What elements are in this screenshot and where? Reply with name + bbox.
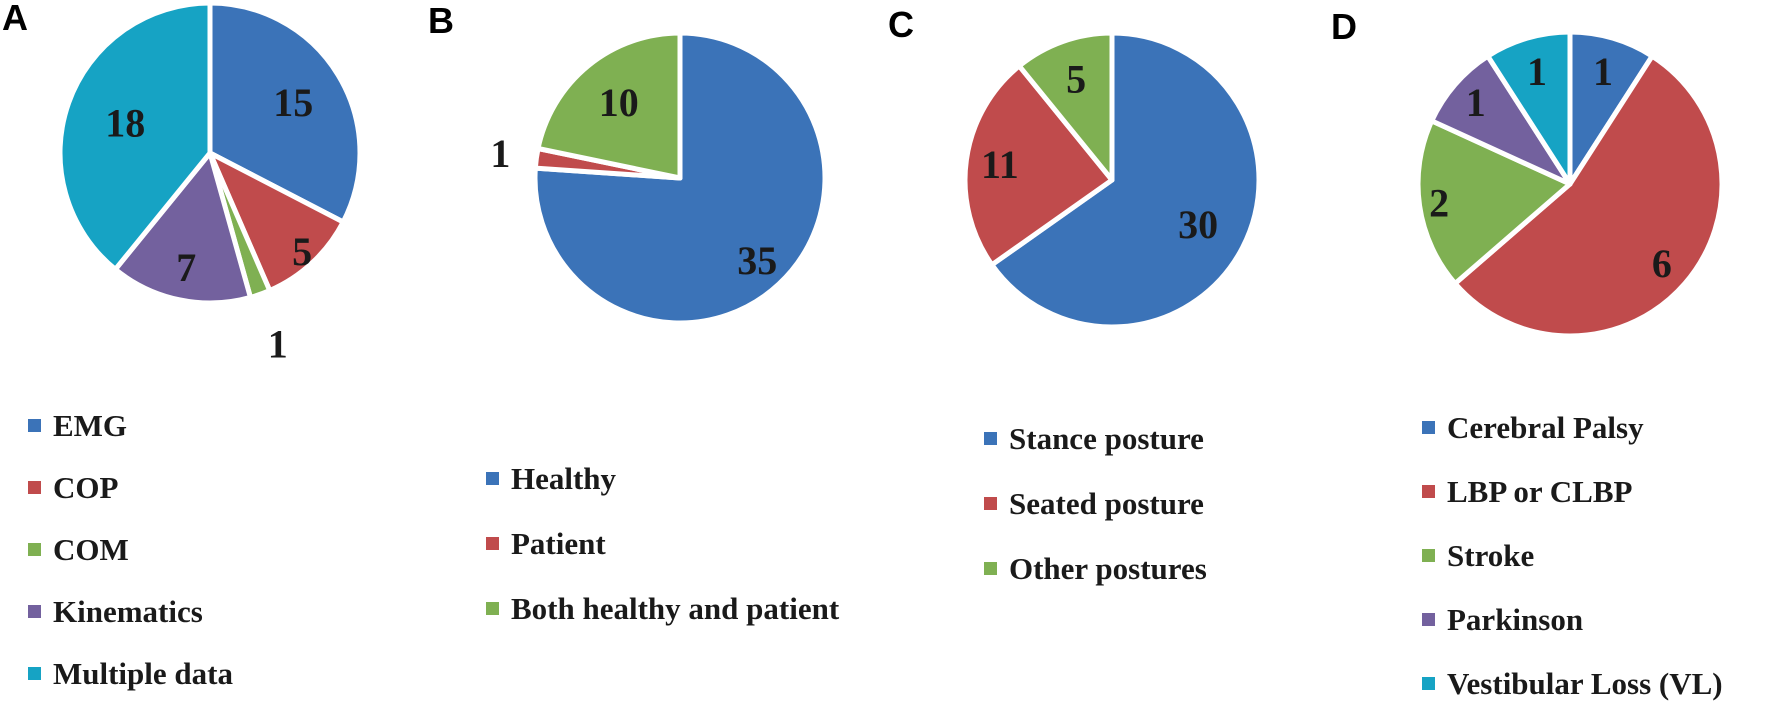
legend-item-seated-posture: Seated posture <box>984 487 1207 519</box>
pie-chart-b: 35 1 10 <box>490 30 828 326</box>
pie-slice-stance-posture <box>989 30 1262 330</box>
panel-letter-d: D <box>1331 6 1357 47</box>
legend-marker-com <box>28 542 41 556</box>
legend-label-both-healthy-and-patient: Both healthy and patient <box>511 590 840 626</box>
pie-slice-both-healthy-and-patient <box>535 30 683 181</box>
legend-marker-lbp-or-clbp <box>1422 484 1435 498</box>
legend-marker-patient <box>486 536 499 550</box>
legend-marker-stance-posture <box>984 431 997 445</box>
slice-value-label: 35 <box>737 238 777 283</box>
legend-item-both-healthy-and-patient: Both healthy and patient <box>486 592 839 624</box>
slice-value-label: 18 <box>105 100 145 145</box>
legend-marker-both-healthy-and-patient <box>486 601 499 615</box>
legend-marker-parkinson <box>1422 612 1435 626</box>
pie-slice-emg <box>207 0 363 225</box>
legend-panel-a: EMG COP COM Kinematics Multiple data <box>28 409 233 689</box>
legend-label-seated-posture: Seated posture <box>1009 485 1204 521</box>
pie-slice-stroke <box>1415 118 1573 287</box>
legend-item-emg: EMG <box>28 409 233 441</box>
pie-slice-seated-posture <box>962 63 1115 268</box>
legend-item-multiple-data: Multiple data <box>28 657 233 689</box>
legend-marker-vestibular-loss-vl <box>1422 676 1435 690</box>
legend-label-com: COM <box>53 531 129 567</box>
legend-marker-healthy <box>486 471 499 485</box>
legend-marker-kinematics <box>28 604 41 618</box>
legend-marker-other-postures <box>984 561 997 575</box>
legend-label-stance-posture: Stance posture <box>1009 420 1204 456</box>
legend-item-parkinson: Parkinson <box>1422 603 1723 635</box>
legend-item-vestibular-loss-vl: Vestibular Loss (VL) <box>1422 667 1723 699</box>
legend-label-parkinson: Parkinson <box>1447 601 1584 637</box>
slice-value-label: 1 <box>1593 49 1613 94</box>
slice-value-label: 1 <box>268 321 288 366</box>
legend-label-cop: COP <box>53 469 119 505</box>
legend-label-kinematics: Kinematics <box>53 593 203 629</box>
legend-item-kinematics: Kinematics <box>28 595 233 627</box>
slice-value-label: 7 <box>176 245 196 290</box>
legend-item-other-postures: Other postures <box>984 552 1207 584</box>
legend-panel-b: Healthy Patient Both healthy and patient <box>486 462 839 624</box>
slice-value-label: 1 <box>490 131 510 176</box>
legend-marker-stroke <box>1422 548 1435 562</box>
legend-label-stroke: Stroke <box>1447 537 1535 573</box>
slice-value-label: 1 <box>1466 80 1486 125</box>
legend-panel-c: Stance posture Seated posture Other post… <box>984 422 1207 584</box>
pie-chart-a: 15 5 1 7 18 <box>57 0 363 366</box>
legend-label-multiple-data: Multiple data <box>53 655 233 691</box>
legend-item-cop: COP <box>28 471 233 503</box>
slice-value-label: 5 <box>1066 56 1086 101</box>
slice-value-label: 11 <box>981 142 1019 187</box>
legend-marker-seated-posture <box>984 496 997 510</box>
slice-value-label: 10 <box>599 80 639 125</box>
pie-slice-vestibular-loss-vl <box>1485 29 1573 187</box>
legend-marker-multiple-data <box>28 666 41 680</box>
legend-label-other-postures: Other postures <box>1009 550 1207 586</box>
slice-value-label: 2 <box>1429 180 1449 225</box>
legend-marker-cerebral-palsy <box>1422 420 1435 434</box>
pie-slice-multiple-data <box>57 0 213 272</box>
slice-value-label: 15 <box>273 80 313 125</box>
legend-label-healthy: Healthy <box>511 460 617 496</box>
legend-panel-d: Cerebral Palsy LBP or CLBP Stroke Parkin… <box>1422 411 1723 699</box>
legend-item-stance-posture: Stance posture <box>984 422 1207 454</box>
legend-item-stroke: Stroke <box>1422 539 1723 571</box>
slice-value-label: 5 <box>292 229 312 274</box>
panel-letter-c: C <box>888 4 914 45</box>
legend-marker-emg <box>28 418 41 432</box>
pie-slice-kinematics <box>112 150 253 306</box>
pie-slice-cop <box>207 150 346 294</box>
pie-chart-c: 30 11 5 <box>962 30 1262 330</box>
legend-item-cerebral-palsy: Cerebral Palsy <box>1422 411 1723 443</box>
legend-item-lbp-or-clbp: LBP or CLBP <box>1422 475 1723 507</box>
pie-slice-other-postures <box>1016 30 1115 183</box>
legend-marker-cop <box>28 480 41 494</box>
legend-label-lbp-or-clbp: LBP or CLBP <box>1447 473 1633 509</box>
panel-letter-b: B <box>428 0 454 41</box>
pie-slice-lbp-or-clbp <box>1452 53 1725 339</box>
legend-label-vestibular-loss-vl: Vestibular Loss (VL) <box>1447 665 1723 701</box>
legend-item-healthy: Healthy <box>486 462 839 494</box>
slice-value-label: 1 <box>1527 49 1547 94</box>
legend-label-cerebral-palsy: Cerebral Palsy <box>1447 409 1644 445</box>
slice-value-label: 6 <box>1652 241 1672 286</box>
legend-label-emg: EMG <box>53 407 128 443</box>
legend-item-com: COM <box>28 533 233 565</box>
slice-value-label: 30 <box>1178 202 1218 247</box>
legend-item-patient: Patient <box>486 527 839 559</box>
legend-label-patient: Patient <box>511 525 606 561</box>
panel-letter-a: A <box>2 0 28 38</box>
